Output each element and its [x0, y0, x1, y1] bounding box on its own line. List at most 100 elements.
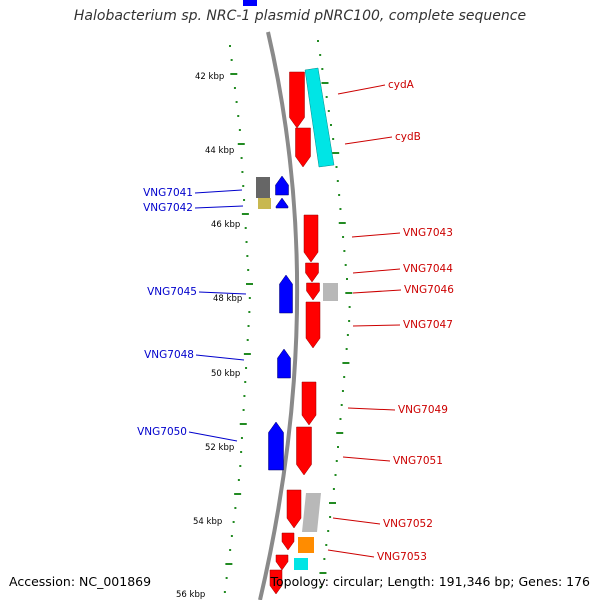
gc-dot-0-423 — [239, 423, 247, 425]
gc-dot-0-283 — [246, 283, 253, 285]
gene-label-VNG7048: VNG7048 — [144, 349, 194, 361]
gc-dot-0-157 — [240, 157, 243, 159]
gene-label-VNG7050: VNG7050 — [137, 426, 187, 438]
gc-dot-0-451 — [240, 451, 243, 453]
gene-small-red-a — [275, 554, 289, 571]
gc-dot-0-185 — [242, 185, 245, 187]
gc-dot-0-507 — [234, 507, 237, 509]
gene-VNG7043 — [303, 214, 319, 263]
gc-dot-0-199 — [243, 199, 246, 201]
gc-dot-0-73 — [230, 73, 238, 75]
gc-dot-1-404 — [340, 404, 343, 406]
gc-dot-0-437 — [240, 437, 243, 439]
tick-label-44-kbp: 44 kbp — [205, 146, 234, 156]
tick-label-56-kbp: 56 kbp — [176, 590, 205, 600]
gc-dot-1-96 — [325, 96, 328, 98]
gc-dot-1-40 — [317, 40, 319, 42]
gc-dot-1-320 — [348, 320, 351, 322]
gene-labels: cydA cydB VNG7043 VNG7044 VNG7046 VNG7047 VNG7… — [137, 79, 454, 563]
gc-dot-0-395 — [243, 395, 246, 397]
leader-line-VNG7049 — [347, 407, 396, 411]
leader-line-cydB — [344, 136, 393, 145]
gc-dot-1-278 — [346, 278, 348, 280]
gene-VNG7048 — [277, 348, 291, 379]
gc-dot-0-227 — [244, 227, 247, 229]
gc-dot-1-264 — [344, 264, 347, 266]
gc-dot-1-502 — [329, 502, 336, 504]
gc-dot-0-381 — [244, 381, 247, 383]
gc-dot-0-311 — [248, 311, 251, 313]
partial-reverse-gene — [243, 0, 257, 6]
gc-dot-0-115 — [237, 115, 240, 117]
gene-label-VNG7043: VNG7043 — [403, 227, 453, 239]
gc-dot-0-465 — [239, 465, 242, 467]
gc-dot-1-432 — [336, 432, 344, 434]
cyan-feature-small — [294, 558, 308, 570]
gene-label-VNG7051: VNG7051 — [393, 455, 443, 467]
leader-line-VNG7051 — [342, 456, 391, 462]
gc-content-track — [223, 40, 353, 593]
gc-dot-0-59 — [230, 59, 233, 61]
gc-dot-1-488 — [332, 488, 335, 490]
gene-label-VNG7045: VNG7045 — [147, 286, 197, 298]
gene-label-VNG7046: VNG7046 — [404, 284, 454, 296]
gc-dot-1-208 — [339, 208, 342, 210]
gc-dot-0-45 — [229, 45, 231, 47]
gc-dot-1-138 — [332, 138, 335, 140]
gene-VNG7053 — [281, 532, 295, 551]
gc-dot-1-124 — [329, 124, 332, 126]
gc-dot-1-474 — [334, 474, 337, 476]
gc-dot-0-353 — [243, 353, 251, 355]
gc-dot-1-110 — [327, 110, 330, 112]
leader-line-cydA — [337, 84, 386, 95]
gc-dot-0-591 — [223, 591, 226, 593]
gc-dot-1-166 — [335, 166, 338, 168]
gc-dot-0-241 — [245, 241, 248, 243]
leader-line-VNG7044 — [352, 268, 401, 274]
gc-dot-1-68 — [321, 68, 324, 70]
cyan-feature — [304, 67, 335, 168]
gc-dot-1-390 — [341, 390, 344, 392]
map-title: Halobacterium sp. NRC-1 plasmid pNRC100,… — [73, 8, 527, 24]
leader-line-VNG7046 — [352, 289, 402, 294]
gene-VNG7049 — [301, 381, 317, 426]
gene-VNG7045 — [279, 274, 293, 314]
olive-feature — [258, 198, 271, 209]
accession-text: Accession: NC_001869 — [9, 574, 152, 589]
gc-dot-0-367 — [245, 367, 248, 369]
gc-dot-0-325 — [247, 325, 250, 327]
gene-VNG7050 — [268, 421, 284, 471]
dark-grey-feature — [256, 177, 270, 198]
gene-VNG7044 — [305, 262, 319, 283]
coordinate-ticks: 42 kbp 44 kbp 46 kbp 48 kbp 50 kbp 52 kbp 54 k… — [176, 72, 242, 600]
gc-dot-0-143 — [237, 143, 245, 145]
gc-dot-0-549 — [229, 549, 232, 551]
gc-dot-1-194 — [338, 194, 341, 196]
leader-line-VNG7042 — [194, 205, 244, 209]
gc-dot-1-54 — [319, 54, 322, 56]
gc-dot-1-446 — [337, 446, 339, 448]
gc-dot-1-558 — [323, 558, 326, 560]
gc-dot-0-563 — [225, 563, 233, 565]
gc-dot-1-306 — [348, 306, 351, 308]
leader-line-VNG7043 — [351, 232, 401, 238]
gc-dot-0-171 — [241, 171, 244, 173]
gene-label-VNG7041: VNG7041 — [143, 187, 193, 199]
gene-VNG7047 — [305, 301, 321, 349]
gc-dot-1-460 — [335, 460, 338, 462]
grey-feature-48k — [323, 283, 338, 301]
tick-label-46-kbp: 46 kbp — [211, 220, 240, 230]
gene-label-VNG7052: VNG7052 — [383, 518, 433, 530]
gene-VNG7046 — [306, 282, 320, 301]
leader-line-VNG7047 — [352, 324, 401, 327]
gene-VNG7041-rev — [275, 175, 289, 196]
tick-label-54-kbp: 54 kbp — [193, 517, 222, 527]
gc-dot-0-213 — [241, 213, 249, 215]
leader-line-VNG7048 — [195, 354, 245, 361]
gene-VNG7042-rev — [275, 197, 289, 209]
tick-label-50-kbp: 50 kbp — [211, 369, 240, 379]
gc-dot-0-87 — [233, 87, 236, 89]
gene-small-red-b — [269, 569, 283, 595]
gc-dot-1-418 — [339, 418, 342, 420]
